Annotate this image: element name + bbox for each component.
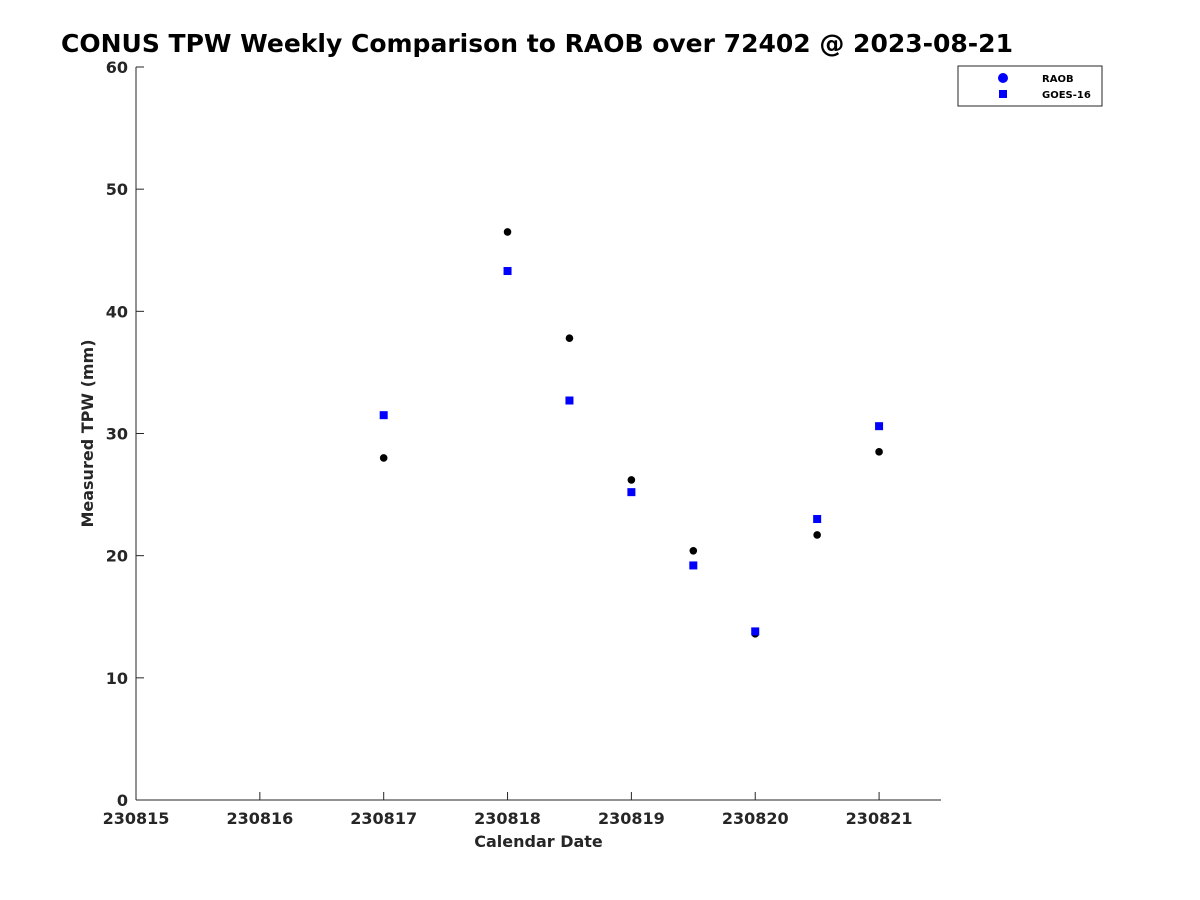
x-tick-label: 230819	[598, 809, 665, 828]
goes16-point	[689, 561, 698, 570]
goes16-point	[875, 422, 884, 431]
legend-raob-marker	[998, 73, 1008, 83]
x-ticks: 230815 230816 230817 230818 230819 230820 2308…	[103, 792, 913, 828]
data-points	[379, 228, 884, 638]
y-ticks: 0 10 20 30 40 50 60	[106, 58, 144, 810]
legend-label: RAOB	[1042, 74, 1074, 85]
raob-point	[689, 546, 698, 555]
x-tick-label: 230821	[846, 809, 913, 828]
raob-point	[813, 531, 821, 539]
x-tick-label: 230815	[103, 809, 170, 828]
y-tick-label: 20	[106, 547, 128, 566]
x-tick-label: 230817	[350, 809, 417, 828]
x-tick-label: 230816	[226, 809, 293, 828]
legend: RAOB GOES-16	[957, 65, 1103, 107]
y-tick-label: 60	[106, 58, 128, 77]
raob-point	[503, 228, 512, 236]
raob-point	[379, 454, 388, 462]
legend-goes16-marker	[999, 90, 1007, 98]
raob-point	[627, 476, 636, 484]
y-tick-label: 30	[106, 425, 128, 444]
y-tick-label: 10	[106, 669, 128, 688]
y-tick-label: 40	[106, 302, 128, 321]
y-tick-label: 0	[117, 791, 128, 810]
axes	[135, 67, 941, 801]
goes16-point	[565, 396, 574, 405]
goes16-point	[503, 267, 512, 276]
goes16-point	[813, 515, 822, 524]
raob-point	[875, 448, 883, 456]
legend-box	[957, 65, 1103, 107]
raob-point	[565, 334, 574, 343]
goes16-point	[627, 488, 636, 497]
x-axis-label: Calendar Date	[474, 832, 603, 851]
x-tick-label: 230818	[474, 809, 541, 828]
y-tick-label: 50	[106, 180, 128, 199]
goes16-point	[751, 627, 760, 636]
chart-title: CONUS TPW Weekly Comparison to RAOB over…	[61, 29, 1013, 58]
legend-label: GOES-16	[1042, 90, 1091, 101]
x-tick-label: 230820	[722, 809, 789, 828]
goes16-point	[379, 411, 388, 420]
y-axis-label: Measured TPW (mm)	[78, 339, 97, 527]
